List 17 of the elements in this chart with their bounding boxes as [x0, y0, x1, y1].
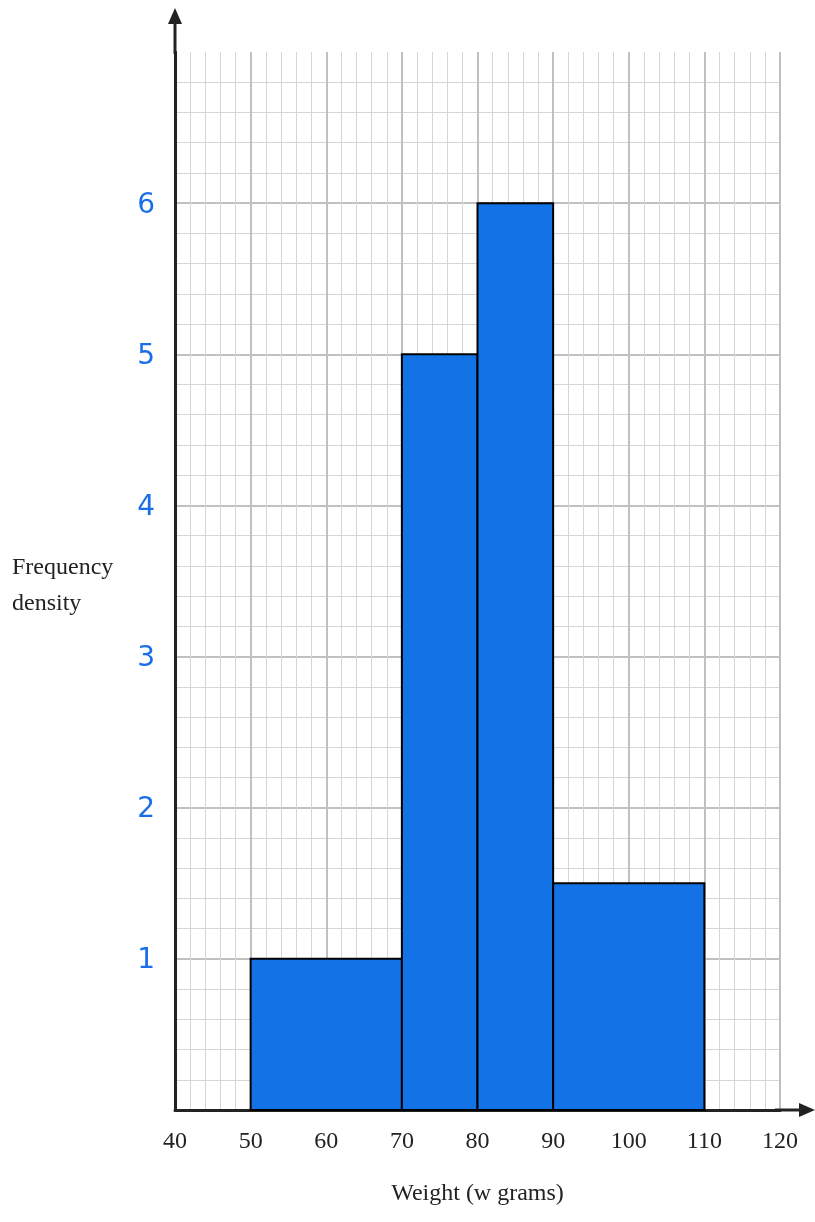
y-tick-label: 6 — [137, 186, 155, 220]
y-tick-label: 5 — [137, 337, 155, 371]
x-tick-label: 50 — [238, 1127, 263, 1153]
x-tick-label: 40 — [163, 1127, 187, 1153]
x-tick-label: 110 — [686, 1127, 722, 1153]
x-axis-title: Weight (w grams) — [391, 1179, 564, 1205]
x-tick-label: 80 — [465, 1127, 490, 1153]
y-tick-label: 4 — [137, 488, 155, 522]
y-tick-label: 2 — [137, 791, 155, 825]
x-tick-label: 60 — [314, 1127, 339, 1153]
x-tick-label: 70 — [389, 1127, 414, 1153]
y-axis-title: Frequency density — [12, 553, 114, 615]
x-tick-label: 90 — [541, 1127, 566, 1153]
x-tick-label: 120 — [762, 1127, 798, 1153]
x-tick-label: 100 — [610, 1127, 647, 1153]
y-tick-label: 1 — [137, 942, 155, 976]
y-tick-label: 3 — [137, 640, 155, 674]
